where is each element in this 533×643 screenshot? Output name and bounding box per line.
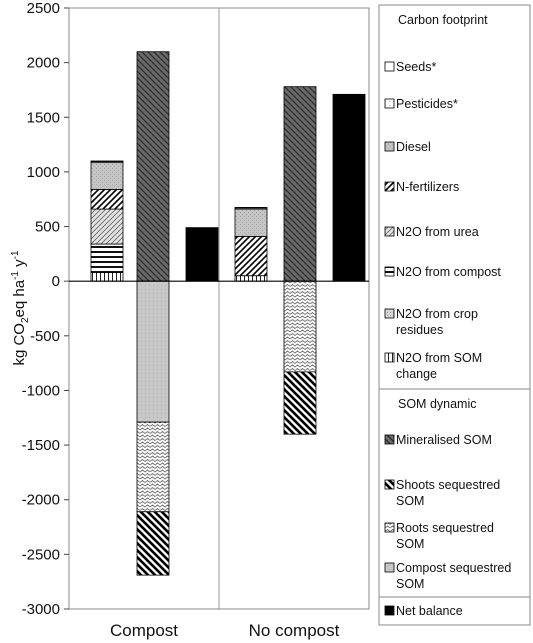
bar-segment (90, 162, 124, 190)
y-tick-label: -1000 (22, 382, 60, 399)
y-tick-label: 2000 (27, 55, 60, 72)
bar-net-balance (332, 93, 366, 282)
legend-item-swatch (384, 98, 395, 109)
legend-item-swatch (384, 562, 395, 573)
legend-item-label: Pesticides* (396, 97, 458, 111)
bar-segment (234, 275, 268, 282)
legend-net-box (378, 596, 531, 626)
x-category-label: Compost (110, 621, 178, 640)
y-tick-label: 0 (52, 273, 60, 290)
y-axis-label: kg CO2eq ha-1 y-1 (10, 250, 31, 366)
y-tick-label: 2500 (27, 0, 60, 17)
legend-item-label: N-fertilizers (396, 180, 459, 194)
legend-item-net-swatch (384, 605, 395, 616)
legend-item-swatch (384, 226, 395, 237)
bar-segment (90, 208, 124, 245)
bar-segment (90, 243, 124, 273)
legend-item-swatch (384, 61, 395, 72)
legend-item-swatch (384, 266, 395, 277)
legend-items: Seeds* Pesticides* Diesel N-fertilizers N2O … (384, 60, 511, 618)
legend-item-label: SOM (396, 577, 424, 591)
y-tick-label: -1500 (22, 437, 60, 454)
legend-carbon-header: Carbon footprint (398, 13, 488, 27)
legend-item-label: Compost sequestred (396, 561, 511, 575)
legend-item-label: Diesel (396, 140, 431, 154)
bar-segment (90, 188, 124, 210)
legend-item-swatch (384, 181, 395, 192)
legend-item-label: SOM (396, 537, 424, 551)
legend-item-net-label: Net balance (396, 604, 463, 618)
legend-carbon-box (378, 4, 531, 390)
legend-item-swatch (384, 434, 395, 445)
bar-segment (283, 280, 317, 373)
x-category-label: No compost (249, 621, 340, 640)
bar-net-balance (185, 227, 219, 282)
legend-item-label: change (396, 367, 437, 381)
y-tick-label: 500 (35, 219, 60, 236)
legend-item-label: Shoots sequestred (396, 478, 500, 492)
y-tick-label: 1500 (27, 109, 60, 126)
legend-item-label: Seeds* (396, 60, 436, 74)
y-tick-label: 1000 (27, 164, 60, 181)
legend-item-label: N2O from SOM (396, 351, 482, 365)
x-axis: Compost No compost (110, 621, 340, 640)
bar-segment (234, 235, 268, 277)
y-axis: 2500 2000 1500 1000 500 0 -500 -1000 -1500 -2000 -… (22, 0, 69, 618)
bar-segment (234, 208, 268, 237)
y-tick-label: -2000 (22, 492, 60, 509)
bar-segment (90, 160, 124, 162)
legend: Carbon footprint SOM dynamic Seeds* Pesti… (378, 4, 531, 626)
bar-segment (90, 272, 124, 282)
bar-mineralised-som (283, 86, 317, 282)
legend-item-label: Roots sequestred (396, 521, 494, 535)
bar-segment (136, 280, 170, 423)
legend-item-swatch (384, 479, 395, 490)
legend-som-box (378, 388, 531, 598)
y-tick-label: -500 (30, 328, 60, 345)
legend-item-label: residues (396, 323, 443, 337)
bar-segment (234, 207, 268, 209)
legend-item-label: N2O from urea (396, 225, 479, 239)
legend-item-label: N2O from compost (396, 265, 501, 279)
bar-segment (136, 421, 170, 513)
legend-item-label: N2O from crop (396, 307, 478, 321)
bar-mineralised-som (136, 51, 170, 282)
legend-item-label: SOM (396, 494, 424, 508)
legend-item-swatch (384, 352, 395, 363)
bar-segment (136, 511, 170, 576)
legend-item-swatch (384, 141, 395, 152)
legend-som-header: SOM dynamic (398, 397, 477, 411)
y-tick-label: -3000 (22, 601, 60, 618)
bars-group (90, 51, 366, 576)
legend-item-label: Mineralised SOM (396, 433, 492, 447)
y-tick-label: -2500 (22, 546, 60, 563)
legend-item-swatch (384, 308, 395, 319)
bar-segment (283, 371, 317, 435)
legend-item-swatch (384, 522, 395, 533)
